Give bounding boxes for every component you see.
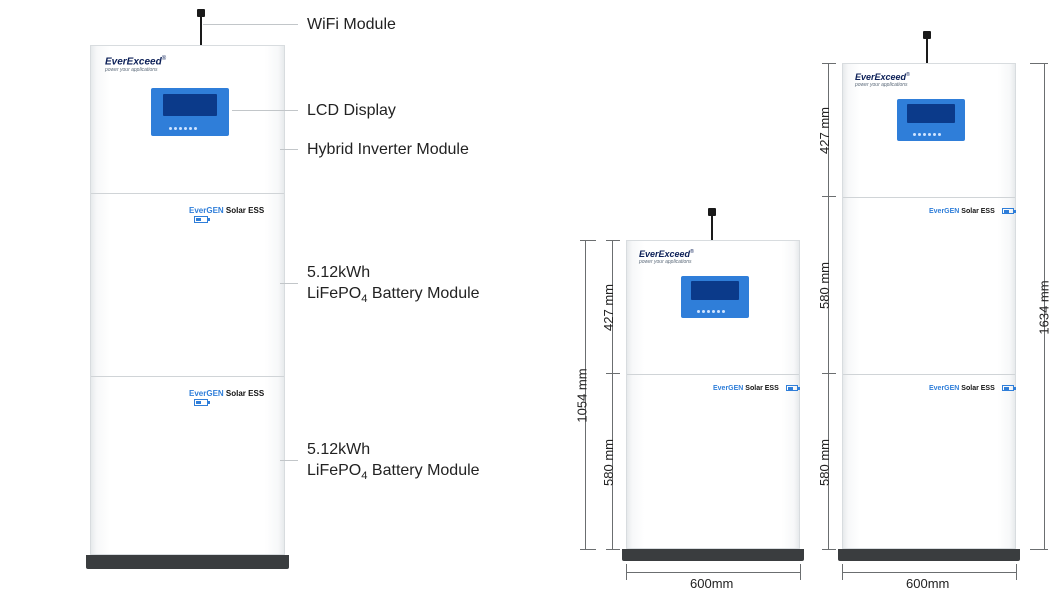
diagram-root: EverExceed® power your applications Ever… [0, 0, 1060, 597]
product-label-right-2: EverGEN Solar ESS [929, 385, 1014, 392]
battery-kwh: 5.12kWh [307, 264, 370, 281]
product-label-right-1: EverGEN Solar ESS [929, 208, 1014, 215]
dim-right-mid: 580 mm [817, 262, 832, 309]
lcd-display-left [151, 88, 229, 136]
callout-line-batt2 [280, 460, 298, 461]
brand-name: EverExceed [105, 56, 162, 67]
dim-right-width: 600mm [906, 576, 949, 591]
callout-line-lcd [232, 110, 298, 111]
unit-right: EverExceed® power your applications Ever… [842, 63, 1016, 549]
battery-icon [786, 385, 798, 391]
battery-module-text: Battery Module [367, 285, 479, 302]
unit-left: EverExceed® power your applications Ever… [90, 45, 285, 555]
dim-mid-bottom: 580 mm [601, 439, 616, 486]
dim-mid-total: 1054 mm [575, 368, 590, 422]
dim-right-width-line [842, 572, 1016, 573]
dim-right-top: 427 mm [817, 107, 832, 154]
evergen-text: EverGEN [189, 206, 224, 215]
dim-right-total: 1634 mm [1037, 280, 1052, 334]
battery-icon [1002, 208, 1014, 214]
lcd-display-right [897, 99, 965, 141]
callout-line-wifi [203, 24, 298, 25]
unit-middle-base [622, 549, 804, 561]
brand-logo-mid: EverExceed® [639, 249, 694, 259]
wifi-antenna-mid [711, 214, 713, 240]
product-label-left-2: EverGEN Solar ESS [189, 389, 284, 407]
brand-tm: ® [162, 56, 166, 62]
battery-icon [1002, 385, 1014, 391]
callout-battery-2: 5.12kWh LiFePO4 Battery Module [307, 440, 480, 484]
battery-icon [194, 216, 208, 223]
callout-battery-1: 5.12kWh LiFePO4 Battery Module [307, 263, 480, 307]
brand-logo: EverExceed® [105, 56, 166, 67]
wifi-antenna-left [200, 15, 202, 45]
dim-right-bottom: 580 mm [817, 439, 832, 486]
product-label-left-1: EverGEN Solar ESS [189, 206, 284, 224]
lcd-display-mid [681, 276, 749, 318]
dim-mid-width-line [626, 572, 800, 573]
product-label-mid: EverGEN Solar ESS [713, 385, 798, 392]
dim-mid-width: 600mm [690, 576, 733, 591]
dim-mid-top: 427 mm [601, 284, 616, 331]
unit-right-base [838, 549, 1020, 561]
callout-wifi: WiFi Module [307, 15, 396, 36]
battery-icon [194, 399, 208, 406]
battery-chem-prefix: LiFePO [307, 285, 361, 302]
solar-ess-text: Solar ESS [224, 206, 264, 215]
callout-line-inverter [280, 149, 298, 150]
callout-lcd: LCD Display [307, 101, 396, 122]
brand-logo-right: EverExceed® [855, 72, 910, 82]
unit-middle: EverExceed® power your applications Ever… [626, 240, 800, 549]
callout-line-batt1 [280, 283, 298, 284]
brand-tagline: power your applications [105, 67, 158, 73]
unit-left-base [86, 555, 289, 569]
callout-inverter: Hybrid Inverter Module [307, 140, 469, 161]
wifi-antenna-right [926, 37, 928, 63]
